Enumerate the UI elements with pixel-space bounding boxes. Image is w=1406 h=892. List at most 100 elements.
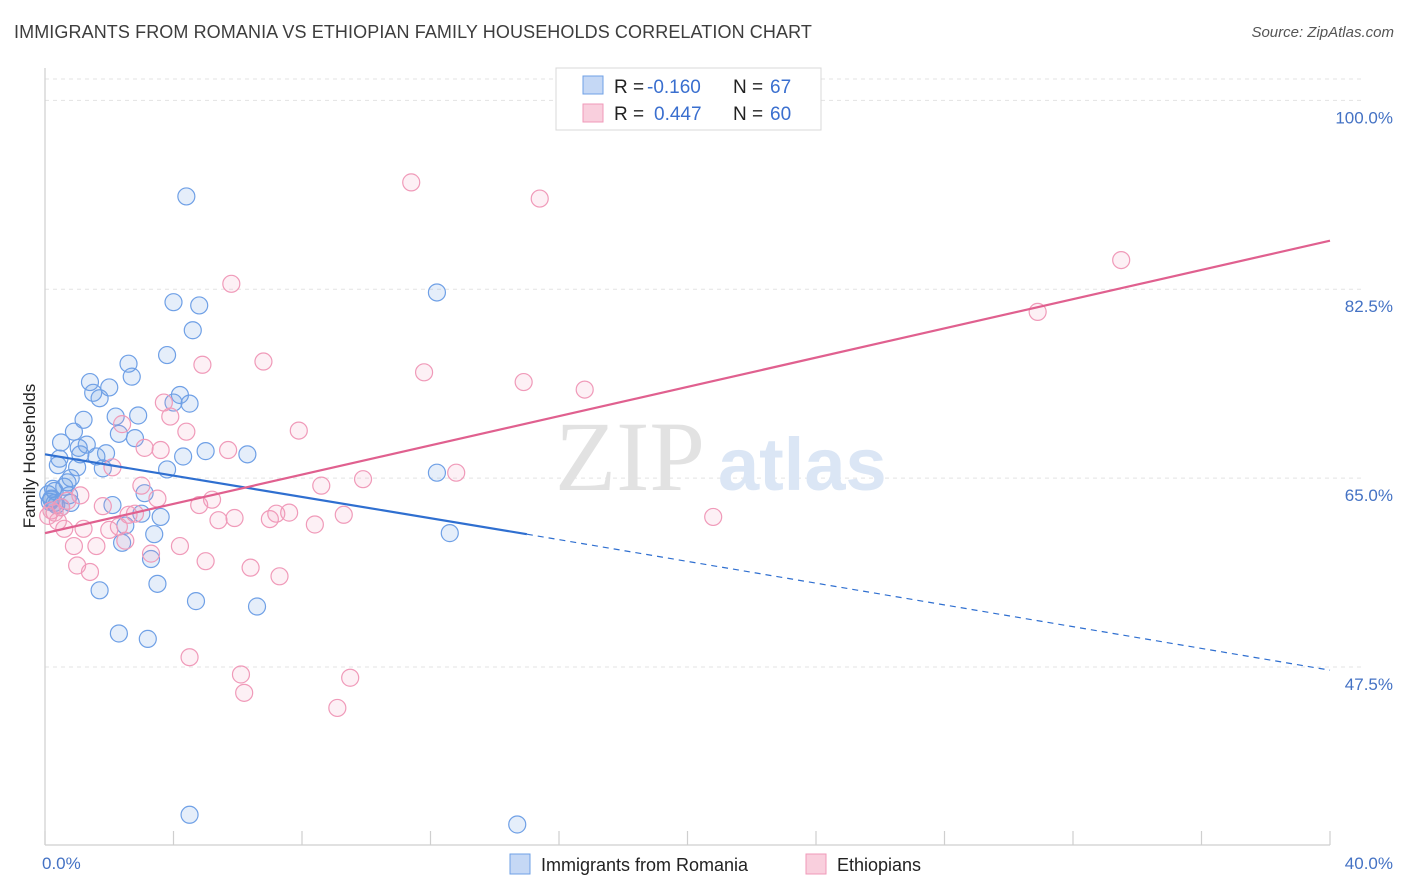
ethiopians-point-9 [71, 486, 90, 505]
romania-point-12 [61, 468, 80, 488]
bottom-legend-swatch-romania [509, 853, 531, 875]
romania-point-27 [106, 407, 125, 426]
ethiopians-point-44 [267, 504, 286, 523]
romania-point-48 [177, 187, 196, 206]
ethiopians-point-58 [530, 189, 549, 208]
y-tick-label-3: 100.0% [1335, 108, 1393, 127]
romania-point-55 [247, 597, 267, 616]
romania-point-53 [196, 442, 215, 461]
romania-point-43 [157, 345, 177, 365]
x-tick-label-max: 40.0% [1345, 854, 1393, 873]
y-tick-label-1: 65.0% [1345, 486, 1393, 505]
ethiopians-point-18 [116, 531, 135, 550]
ethiopians-point-35 [209, 511, 228, 530]
ethiopians-point-46 [280, 503, 299, 522]
ethiopians-point-23 [141, 544, 161, 563]
trend-line-ethiopians [44, 239, 1331, 535]
ethiopians-point-27 [161, 407, 180, 426]
ethiopians-point-50 [328, 698, 347, 718]
romania-point-40 [148, 574, 167, 593]
romania-point-54 [238, 445, 257, 464]
ethiopians-point-40 [235, 683, 254, 702]
romania-point-51 [186, 592, 206, 611]
bottom-legend-swatch-ethiopians [805, 853, 827, 875]
romania-point-17 [74, 410, 93, 429]
ethiopians-point-37 [222, 274, 241, 293]
ethiopians-point-36 [219, 440, 238, 460]
ethiopians-point-56 [447, 463, 466, 482]
y-tick-label-2: 82.5% [1345, 297, 1393, 316]
ethiopians-point-55 [414, 363, 434, 382]
ethiopians-point-51 [334, 505, 353, 524]
romania-point-26 [103, 495, 122, 515]
romania-point-19 [80, 372, 100, 392]
bottom-legend-label-ethiopians: Ethiopians [837, 855, 921, 875]
legend-r-value-1: -0.160 [647, 77, 701, 98]
romania-point-32 [122, 367, 141, 386]
ethiopians-point-12 [87, 536, 106, 556]
ethiopians-point-42 [254, 352, 273, 371]
ethiopians-point-7 [64, 536, 84, 556]
chart-title: IMMIGRANTS FROM ROMANIA VS ETHIOPIAN FAM… [14, 22, 812, 42]
ethiopians-point-30 [180, 648, 199, 667]
ethiopians-point-39 [231, 665, 251, 684]
trend-line-romania [44, 453, 528, 536]
romania-point-57 [427, 463, 447, 482]
romania-point-25 [100, 378, 119, 397]
ethiopians-point-45 [270, 567, 289, 586]
legend-n-label-1: N = [733, 77, 763, 98]
romania-point-38 [141, 549, 161, 569]
series-romania-points [39, 187, 527, 834]
ethiopians-point-59 [575, 380, 594, 399]
ethiopians-point-33 [196, 552, 215, 571]
romania-point-39 [145, 525, 164, 544]
watermark-atlas: atlas [718, 423, 887, 506]
romania-point-62 [90, 581, 109, 600]
legend-swatch-romania [582, 75, 604, 95]
y-tick-label-0: 47.5% [1345, 675, 1393, 694]
ethiopians-point-13 [93, 497, 112, 516]
ethiopians-point-57 [514, 372, 533, 392]
ethiopians-point-21 [132, 476, 151, 495]
legend-r-label-1: R = [614, 77, 644, 98]
romania-point-8 [51, 433, 71, 452]
trend-line-romania-extension [526, 533, 1331, 671]
legend-swatch-ethiopians [582, 103, 604, 123]
series-legend: Immigrants from Romania Ethiopians [509, 853, 921, 875]
romania-point-18 [77, 435, 96, 454]
chart-source: Source: ZipAtlas.com [1251, 24, 1394, 41]
ethiopians-point-54 [402, 173, 421, 192]
ethiopians-point-24 [148, 489, 167, 508]
watermark-zip: ZIP [555, 401, 705, 512]
ethiopians-point-62 [1112, 250, 1131, 270]
ethiopians-point-41 [241, 558, 260, 577]
romania-point-49 [180, 394, 199, 413]
romania-point-34 [129, 406, 148, 425]
romania-point-63 [109, 624, 128, 643]
legend-n-value-2: 60 [770, 104, 791, 125]
x-tick-label-min: 0.0% [42, 854, 81, 873]
ethiopians-point-47 [289, 421, 308, 440]
romania-point-41 [151, 507, 170, 527]
ethiopians-point-32 [193, 355, 212, 374]
ethiopians-point-38 [225, 508, 244, 528]
ethiopians-point-14 [100, 520, 119, 539]
ethiopians-point-29 [177, 422, 196, 441]
romania-point-65 [508, 815, 527, 834]
legend-n-value-1: 67 [770, 77, 791, 98]
ethiopians-point-28 [170, 536, 190, 556]
romania-point-50 [183, 321, 202, 340]
ethiopians-point-48 [305, 515, 324, 534]
stats-legend: R = -0.160 N = 67 R = 0.447 N = 60 [555, 67, 822, 131]
y-axis-label: Family Households [20, 384, 39, 529]
legend-n-label-2: N = [733, 104, 763, 125]
x-axis-ticks [44, 831, 1331, 845]
ethiopians-point-17 [112, 415, 132, 434]
y-tick-labels: 47.5% 65.0% 82.5% 100.0% [1335, 108, 1393, 694]
ethiopians-point-53 [353, 470, 373, 489]
series-ethiopians-points [39, 173, 1131, 718]
romania-point-52 [190, 296, 209, 315]
ethiopians-point-1 [42, 501, 61, 520]
romania-point-64 [180, 805, 199, 824]
